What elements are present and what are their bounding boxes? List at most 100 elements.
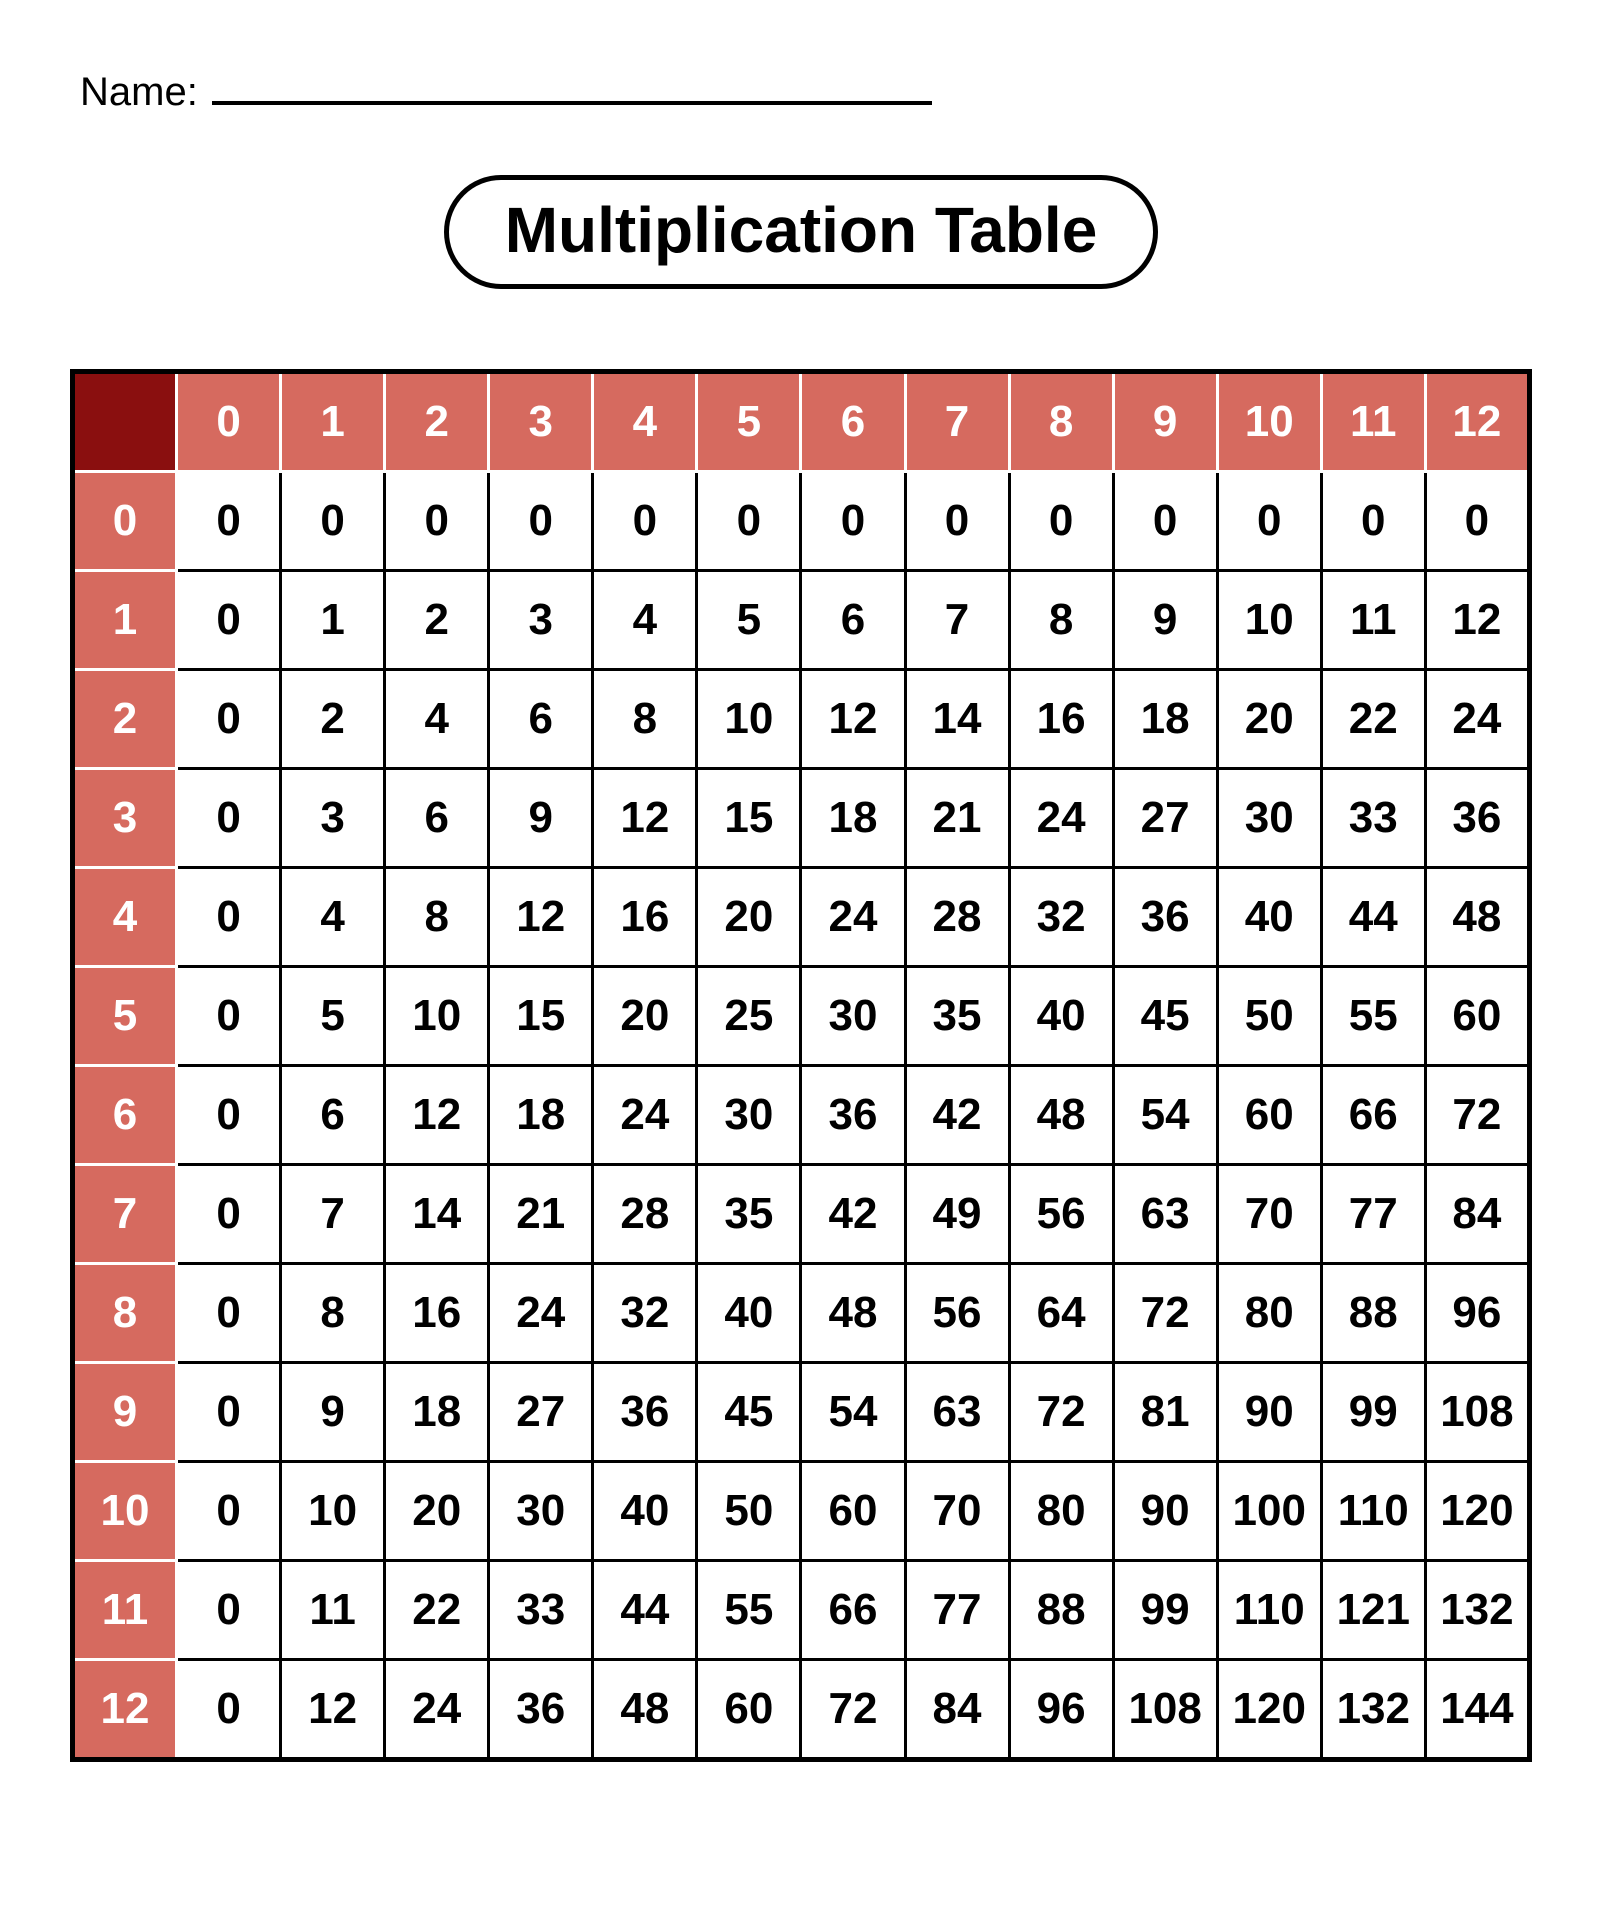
col-header: 5 bbox=[697, 372, 801, 472]
table-cell: 9 bbox=[489, 769, 593, 868]
table-cell: 108 bbox=[1425, 1363, 1529, 1462]
title-wrap: Multiplication Table bbox=[70, 175, 1532, 289]
table-corner-cell bbox=[73, 372, 177, 472]
table-cell: 18 bbox=[489, 1066, 593, 1165]
table-cell: 48 bbox=[1009, 1066, 1113, 1165]
table-cell: 44 bbox=[593, 1561, 697, 1660]
table-cell: 50 bbox=[697, 1462, 801, 1561]
table-cell: 72 bbox=[801, 1660, 905, 1760]
table-cell: 70 bbox=[1217, 1165, 1321, 1264]
table-cell: 45 bbox=[697, 1363, 801, 1462]
table-cell: 144 bbox=[1425, 1660, 1529, 1760]
table-cell: 0 bbox=[177, 1165, 281, 1264]
table-cell: 0 bbox=[177, 1363, 281, 1462]
table-cell: 12 bbox=[489, 868, 593, 967]
table-cell: 77 bbox=[905, 1561, 1009, 1660]
table-cell: 42 bbox=[905, 1066, 1009, 1165]
table-cell: 60 bbox=[801, 1462, 905, 1561]
table-cell: 48 bbox=[1425, 868, 1529, 967]
row-header: 4 bbox=[73, 868, 177, 967]
table-cell: 0 bbox=[177, 670, 281, 769]
table-cell: 63 bbox=[1113, 1165, 1217, 1264]
table-cell: 0 bbox=[1009, 472, 1113, 571]
table-cell: 60 bbox=[1217, 1066, 1321, 1165]
table-cell: 11 bbox=[281, 1561, 385, 1660]
table-cell: 24 bbox=[385, 1660, 489, 1760]
table-cell: 64 bbox=[1009, 1264, 1113, 1363]
table-cell: 96 bbox=[1009, 1660, 1113, 1760]
table-cell: 4 bbox=[281, 868, 385, 967]
table-cell: 24 bbox=[801, 868, 905, 967]
table-cell: 11 bbox=[1321, 571, 1425, 670]
table-cell: 120 bbox=[1217, 1660, 1321, 1760]
table-cell: 81 bbox=[1113, 1363, 1217, 1462]
col-header: 9 bbox=[1113, 372, 1217, 472]
row-header: 7 bbox=[73, 1165, 177, 1264]
table-cell: 40 bbox=[593, 1462, 697, 1561]
table-cell: 6 bbox=[489, 670, 593, 769]
table-cell: 0 bbox=[593, 472, 697, 571]
table-cell: 40 bbox=[1009, 967, 1113, 1066]
table-cell: 121 bbox=[1321, 1561, 1425, 1660]
table-cell: 40 bbox=[697, 1264, 801, 1363]
table-cell: 80 bbox=[1009, 1462, 1113, 1561]
table-cell: 10 bbox=[281, 1462, 385, 1561]
table-cell: 24 bbox=[489, 1264, 593, 1363]
table-cell: 6 bbox=[281, 1066, 385, 1165]
table-cell: 0 bbox=[281, 472, 385, 571]
table-cell: 90 bbox=[1217, 1363, 1321, 1462]
name-blank-line[interactable] bbox=[212, 77, 932, 105]
table-cell: 110 bbox=[1321, 1462, 1425, 1561]
table-cell: 25 bbox=[697, 967, 801, 1066]
table-cell: 5 bbox=[697, 571, 801, 670]
table-cell: 0 bbox=[1321, 472, 1425, 571]
page-title: Multiplication Table bbox=[444, 175, 1159, 289]
table-cell: 12 bbox=[593, 769, 697, 868]
table-cell: 24 bbox=[593, 1066, 697, 1165]
table-cell: 4 bbox=[593, 571, 697, 670]
table-cell: 9 bbox=[1113, 571, 1217, 670]
table-cell: 16 bbox=[1009, 670, 1113, 769]
table-cell: 0 bbox=[1425, 472, 1529, 571]
table-cell: 6 bbox=[385, 769, 489, 868]
table-cell: 16 bbox=[593, 868, 697, 967]
col-header: 7 bbox=[905, 372, 1009, 472]
table-cell: 22 bbox=[385, 1561, 489, 1660]
table-cell: 0 bbox=[177, 868, 281, 967]
table-cell: 20 bbox=[385, 1462, 489, 1561]
table-cell: 35 bbox=[697, 1165, 801, 1264]
table-cell: 18 bbox=[1113, 670, 1217, 769]
table-cell: 99 bbox=[1321, 1363, 1425, 1462]
row-header: 11 bbox=[73, 1561, 177, 1660]
table-cell: 100 bbox=[1217, 1462, 1321, 1561]
table-cell: 63 bbox=[905, 1363, 1009, 1462]
table-cell: 0 bbox=[177, 571, 281, 670]
table-cell: 88 bbox=[1009, 1561, 1113, 1660]
table-cell: 8 bbox=[593, 670, 697, 769]
table-cell: 66 bbox=[801, 1561, 905, 1660]
table-cell: 27 bbox=[1113, 769, 1217, 868]
name-label: Name: bbox=[80, 70, 198, 115]
row-header: 3 bbox=[73, 769, 177, 868]
table-cell: 0 bbox=[177, 1561, 281, 1660]
table-cell: 18 bbox=[801, 769, 905, 868]
table-cell: 132 bbox=[1425, 1561, 1529, 1660]
table-cell: 0 bbox=[177, 1066, 281, 1165]
table-cell: 54 bbox=[1113, 1066, 1217, 1165]
table-cell: 12 bbox=[281, 1660, 385, 1760]
table-cell: 33 bbox=[489, 1561, 593, 1660]
table-cell: 48 bbox=[593, 1660, 697, 1760]
table-cell: 0 bbox=[177, 1660, 281, 1760]
table-cell: 30 bbox=[489, 1462, 593, 1561]
table-cell: 108 bbox=[1113, 1660, 1217, 1760]
table-cell: 36 bbox=[1113, 868, 1217, 967]
table-cell: 28 bbox=[905, 868, 1009, 967]
table-cell: 24 bbox=[1425, 670, 1529, 769]
table-cell: 90 bbox=[1113, 1462, 1217, 1561]
table-cell: 36 bbox=[801, 1066, 905, 1165]
table-cell: 27 bbox=[489, 1363, 593, 1462]
table-cell: 0 bbox=[489, 472, 593, 571]
table-cell: 0 bbox=[177, 769, 281, 868]
table-cell: 120 bbox=[1425, 1462, 1529, 1561]
table-cell: 84 bbox=[1425, 1165, 1529, 1264]
